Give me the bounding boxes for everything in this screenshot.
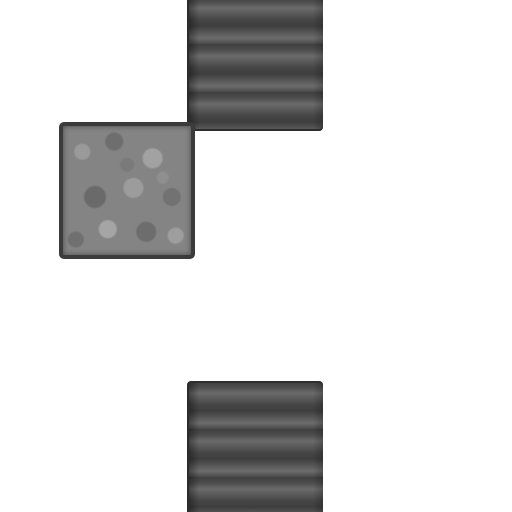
metal-block-bottom[interactable] — [187, 381, 323, 512]
stone-block[interactable] — [59, 122, 195, 259]
metal-block-top[interactable] — [187, 0, 323, 131]
